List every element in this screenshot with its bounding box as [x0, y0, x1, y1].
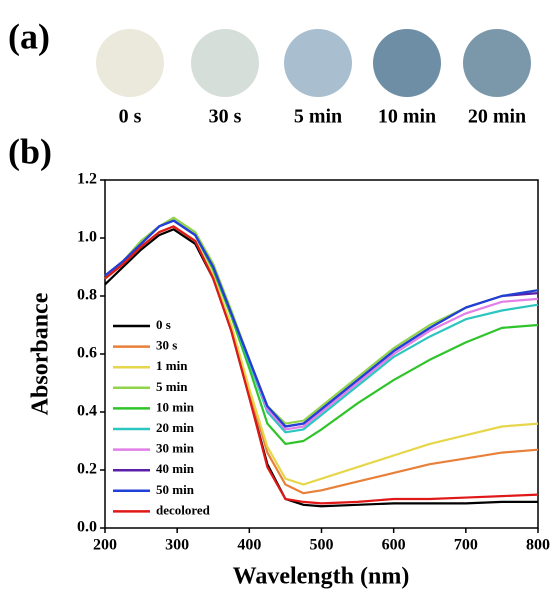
- legend-label: 20 min: [156, 420, 195, 435]
- legend-label: 40 min: [156, 461, 195, 476]
- x-tick-label: 600: [382, 537, 406, 554]
- x-tick-label: 200: [93, 537, 117, 554]
- y-tick-label: 0.6: [77, 345, 97, 362]
- sample-disc: [284, 29, 352, 97]
- sample-label: 0 s: [119, 106, 142, 128]
- y-tick-label: 1.0: [77, 229, 97, 246]
- y-tick-label: 0.4: [77, 403, 97, 420]
- y-axis-label: Absorbance: [28, 292, 54, 415]
- sample-disc: [373, 29, 441, 97]
- sample-disc: [191, 29, 259, 97]
- x-tick-label: 300: [165, 537, 189, 554]
- legend-label: 5 min: [156, 379, 188, 394]
- sample-label: 20 min: [468, 106, 526, 128]
- legend-label: decolored: [156, 502, 211, 517]
- legend-label: 1 min: [156, 358, 188, 373]
- x-tick-label: 700: [454, 537, 478, 554]
- sample-label: 10 min: [378, 106, 436, 128]
- legend-label: 30 min: [156, 441, 195, 456]
- x-axis-label: Wavelength (nm): [233, 564, 410, 590]
- panel-label: (a): [8, 16, 50, 56]
- sample-label: 30 s: [209, 106, 242, 128]
- legend-label: 10 min: [156, 399, 195, 414]
- sample-disc: [463, 29, 531, 97]
- x-tick-label: 500: [310, 537, 334, 554]
- y-tick-label: 1.2: [77, 171, 97, 188]
- y-tick-label: 0.8: [77, 287, 97, 304]
- panel-label: (b): [8, 131, 52, 171]
- y-tick-label: 0.0: [77, 519, 97, 536]
- sample-disc: [96, 29, 164, 97]
- x-tick-label: 800: [526, 537, 550, 554]
- series-line: [104, 225, 539, 505]
- series-line: [104, 219, 539, 428]
- legend-label: 0 s: [156, 317, 171, 332]
- y-tick-label: 0.2: [77, 461, 97, 478]
- sample-label: 5 min: [294, 106, 342, 128]
- legend-label: 50 min: [156, 482, 195, 497]
- x-tick-label: 400: [237, 537, 261, 554]
- legend-label: 30 s: [156, 338, 177, 353]
